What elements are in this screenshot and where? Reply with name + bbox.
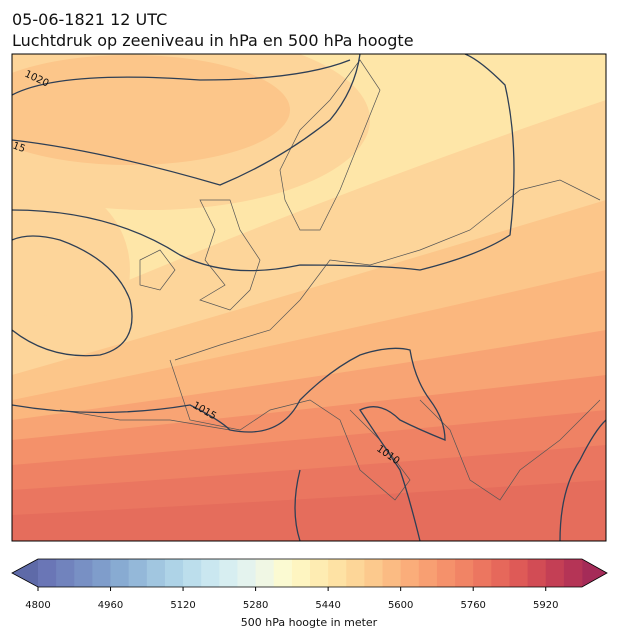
colorbar-tick-label: 5440 [315, 600, 340, 611]
colorbar-segment [473, 559, 492, 587]
colorbar-tick-label: 5120 [170, 600, 195, 611]
colorbar-segment [346, 559, 365, 587]
colorbar-segment [146, 559, 166, 587]
colorbar-tick-label: 5280 [243, 600, 268, 611]
colorbar-tick-label: 4800 [25, 600, 50, 611]
colorbar-label: 500 hPa hoogte in meter [241, 616, 378, 629]
colorbar-segment [310, 559, 329, 587]
title: 05-06-1821 12 UTC [12, 10, 167, 29]
colorbar-segment [491, 559, 510, 587]
colorbar-segment [183, 559, 202, 587]
subtitle: Luchtdruk op zeeniveau in hPa en 500 hPa… [12, 31, 414, 50]
colorbar-segment [328, 559, 347, 587]
field-band [12, 55, 290, 165]
colorbar-segment [563, 559, 583, 587]
colorbar-over [582, 559, 607, 587]
colorbar-tick-label: 5920 [533, 600, 558, 611]
colorbar-segment [74, 559, 93, 587]
map-frame [11, 53, 607, 542]
colorbar-segment [364, 559, 383, 587]
colorbar-segment [291, 559, 311, 587]
colorbar-segment [128, 559, 148, 587]
field-band [12, 480, 606, 541]
colorbar-segment [455, 559, 474, 587]
colorbar-segment [436, 559, 456, 587]
coastlines [59, 59, 601, 501]
colorbar-segment [92, 559, 111, 587]
colorbar-segment [509, 559, 528, 587]
colorbar-segment [56, 559, 75, 587]
colorbar-segment [110, 559, 130, 587]
colorbar: 4800 4960 5120 5280 5440 5600 5760 5920 [11, 558, 608, 611]
colorbar-segment [201, 559, 220, 587]
map: 1020 15 1015 1010 [11, 54, 606, 541]
colorbar-segment [527, 559, 547, 587]
colorbar-tick-label: 4960 [98, 600, 123, 611]
colorbar-tick-label: 5760 [460, 600, 485, 611]
colorbar-segment [273, 559, 293, 587]
colorbar-segment [219, 559, 238, 587]
colorbar-tick-label: 5600 [388, 600, 413, 611]
colorbar-under [12, 559, 38, 587]
colorbar-segment [400, 559, 420, 587]
colorbar-segment [237, 559, 256, 587]
isobars [12, 54, 606, 541]
colorbar-segment [382, 559, 402, 587]
colorbar-segment [545, 559, 565, 587]
colorbar-segment [164, 559, 184, 587]
colorbar-segment [418, 559, 438, 587]
colorbar-segment [255, 559, 275, 587]
colorbar-segment [38, 559, 57, 587]
contour-label: 15 [11, 140, 27, 155]
colorbar-outline [11, 558, 608, 588]
